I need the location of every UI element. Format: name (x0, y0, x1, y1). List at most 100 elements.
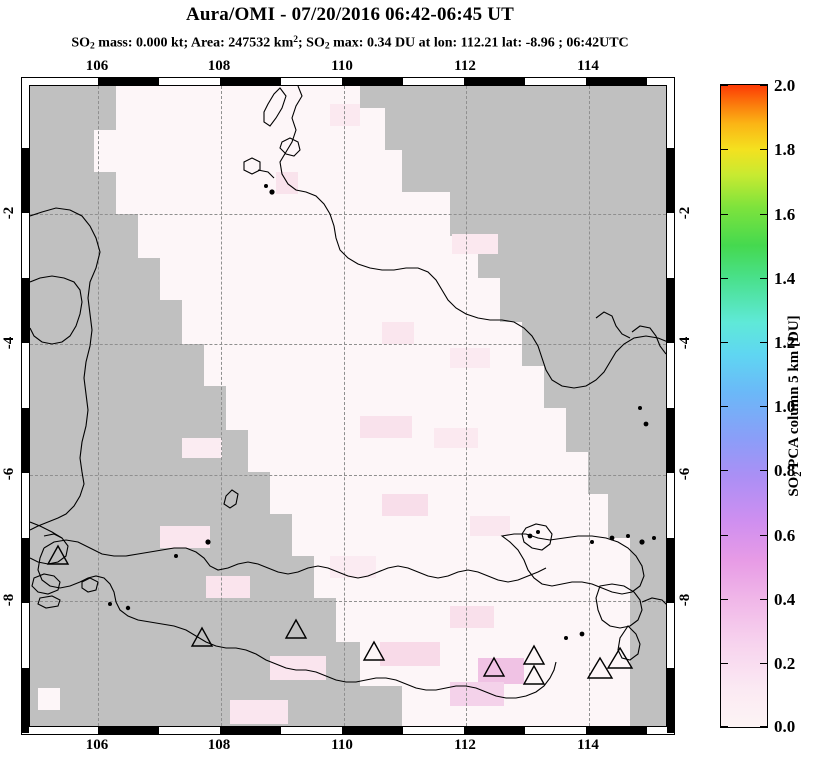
coastline-java-north (43, 539, 547, 583)
statistics-subtitle: SO2 mass: 0.000 kt; Area: 247532 km2; SO… (0, 35, 700, 52)
colorbar-tick-0.4 (721, 599, 728, 600)
x-tick-bottom-112: 112 (454, 737, 476, 753)
volcano-marker-2[interactable] (284, 618, 308, 639)
mass-area-text: mass: 0.000 kt; Area: 247532 km (94, 35, 294, 51)
volcano-marker-1[interactable] (190, 626, 214, 647)
swath-patch (330, 556, 376, 578)
coastline-borneo-cape (263, 87, 287, 127)
coastline-islet (527, 533, 533, 539)
colorbar-tick-1.2 (721, 342, 728, 343)
gridline-lat-2 (30, 214, 666, 215)
frame-tick-bottom-4 (464, 727, 525, 734)
frame-tick-right-4 (667, 538, 674, 603)
swath-patch (230, 700, 288, 724)
so2-mass-label: SO (71, 35, 91, 51)
colorbar-tick-right-1.0 (760, 406, 767, 407)
frame-tick-top-1 (98, 78, 159, 85)
volcano-marker-6[interactable] (522, 664, 546, 685)
x-tick-bottom-108: 108 (207, 737, 231, 753)
volcano-marker-4[interactable] (482, 656, 506, 677)
gridline-lat-8 (30, 601, 666, 602)
coastline-bali (595, 583, 643, 629)
volcano-marker-5[interactable] (522, 644, 546, 665)
gridline-lon-114 (589, 86, 590, 726)
frame-tick-left-3 (22, 408, 29, 473)
swath-polygon (94, 86, 630, 726)
gridline-lon-110 (344, 86, 345, 726)
frame-tick-bottom-2 (220, 727, 281, 734)
coastline-islet (590, 540, 594, 544)
colorbar-tick-0.0 (721, 726, 728, 727)
swath-patch (206, 576, 250, 598)
frame-tick-bottom-1 (98, 727, 159, 734)
x-tick-bottom-114: 114 (577, 737, 599, 753)
area-superscript: 2 (293, 35, 299, 45)
x-tick-top-108: 108 (207, 58, 231, 74)
volcano-marker-7[interactable] (586, 656, 614, 679)
colorbar-tick-0.6 (721, 535, 728, 536)
colorbar-label-1.6: 1.6 (774, 205, 796, 224)
colorbar-tick-right-1.6 (760, 214, 767, 215)
swath-patch (380, 642, 440, 666)
colorbar-tick-1.8 (721, 149, 728, 150)
volcano-marker-3[interactable] (362, 640, 386, 661)
frame-tick-left-2 (22, 278, 29, 343)
frame-tick-bottom-3 (342, 727, 403, 734)
swath-patch (182, 438, 222, 458)
colorbar-tick-right-1.8 (760, 149, 767, 150)
colorbar-label-0.4: 0.4 (774, 590, 796, 609)
page-title: Aura/OMI - 07/20/2016 06:42-06:45 UT (0, 4, 700, 26)
map-plot-area[interactable] (29, 85, 667, 727)
swath-patch (470, 516, 510, 536)
y-tick-right-8: -8 (676, 593, 693, 607)
gridline-lat-6 (30, 475, 666, 476)
colorbar-tick-2.0 (721, 85, 728, 86)
y-tick-right-6: -6 (676, 467, 693, 481)
volcano-marker-8[interactable] (606, 646, 634, 669)
gridline-lon-106 (98, 86, 99, 726)
frame-tick-left-4 (22, 538, 29, 603)
so2-max-subscript: 2 (324, 41, 330, 52)
colorbar-label-0.6: 0.6 (774, 526, 796, 545)
coastline-islet (279, 137, 301, 157)
coastline-sumatra-east (30, 207, 101, 531)
frame-tick-left-5 (22, 668, 29, 733)
so2-max-prefix: ; SO (298, 35, 325, 51)
frame-tick-top-2 (220, 78, 281, 85)
y-tick-left-6: -6 (0, 467, 17, 481)
coastline-islet (595, 311, 631, 339)
gridline-lat-4 (30, 344, 666, 345)
coastline-islet (536, 530, 540, 534)
x-tick-top-112: 112 (454, 58, 476, 74)
so2-max-text: max: 0.34 DU at lon: 112.21 lat: -8.96 ;… (329, 35, 629, 51)
colorbar-axis-title: SO2 PCA column 5 km [DU] (786, 315, 804, 496)
so2-swath-layer (30, 86, 666, 726)
colorbar[interactable] (720, 84, 768, 728)
colorbar-tick-0.2 (721, 663, 728, 664)
gridline-lon-108 (221, 86, 222, 726)
coastline-islet (108, 602, 112, 606)
colorbar-tick-1.4 (721, 278, 728, 279)
colorbar-tick-right-0.0 (760, 726, 767, 727)
swath-patch (450, 348, 490, 368)
swath-patch (382, 322, 414, 344)
coastline-islet (37, 595, 61, 609)
swath-patch (382, 494, 428, 516)
coastline-java-south (37, 547, 557, 699)
coastline-sumatra-bay (30, 275, 83, 345)
y-tick-right-4: -4 (676, 336, 693, 350)
colorbar-tick-1.0 (721, 406, 728, 407)
frame-tick-right-5 (667, 668, 674, 733)
coastline-islet (639, 539, 645, 545)
colorbar-tick-right-1.2 (760, 342, 767, 343)
coastline-overlay (30, 86, 666, 699)
swath-patch (450, 606, 494, 628)
swath-patch (38, 688, 60, 710)
coastline-islet (31, 573, 61, 595)
volcano-marker-krakatau[interactable] (46, 544, 70, 565)
x-tick-top-114: 114 (577, 58, 599, 74)
x-tick-top-110: 110 (331, 58, 353, 74)
frame-tick-top-5 (586, 78, 647, 85)
colorbar-tick-right-0.8 (760, 470, 767, 471)
x-tick-bottom-106: 106 (85, 737, 109, 753)
